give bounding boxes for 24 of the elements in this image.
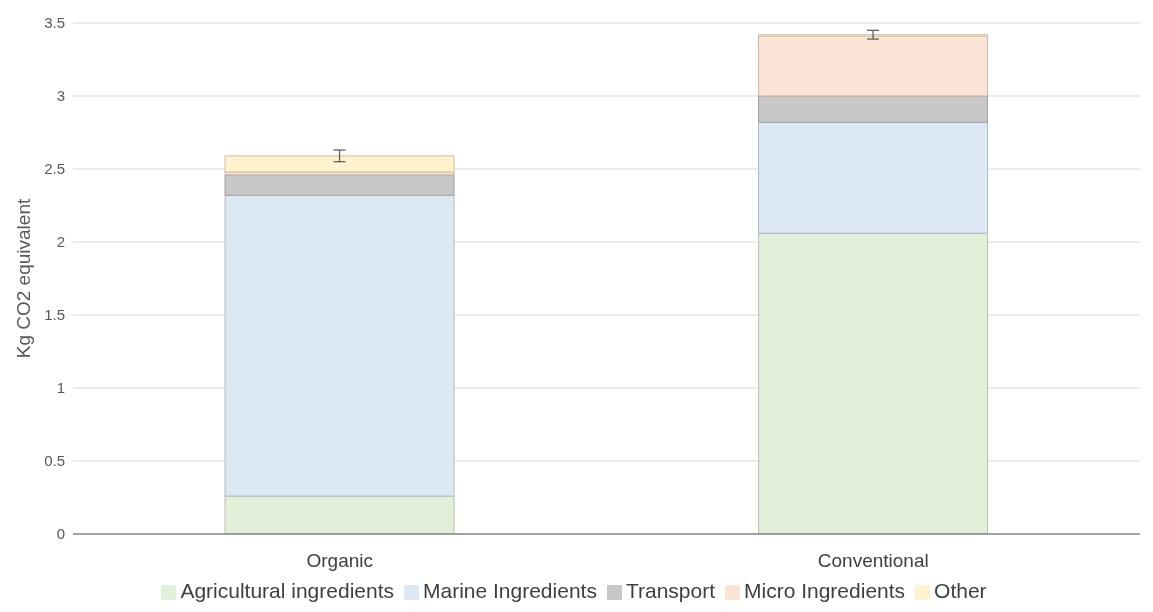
y-tick-label: 2 (56, 233, 65, 251)
y-tick-label: 0 (56, 525, 65, 543)
legend-label: Marine Ingredients (422, 579, 597, 602)
legend-label: Agricultural ingredients (180, 579, 394, 602)
legend-label: Transport (625, 579, 716, 602)
bar (224, 194, 455, 497)
y-tick-label: 0.5 (44, 452, 65, 470)
y-tick-label: 3 (56, 87, 65, 105)
x-tick-label: Organic (306, 550, 374, 572)
y-tick-label: 2.5 (44, 160, 65, 178)
legend-label: Micro Ingredients (744, 579, 906, 602)
y-tick-label: 1.5 (44, 306, 65, 324)
bar (758, 95, 989, 123)
y-tick-label: 3.5 (44, 14, 65, 32)
bar (224, 495, 455, 534)
bar (224, 155, 455, 173)
bar (758, 121, 989, 234)
y-axis-title: Kg CO2 equivalent (12, 198, 34, 359)
bar (758, 232, 989, 534)
legend-label: Other (934, 579, 987, 602)
y-tick-label: 1 (56, 379, 65, 397)
x-tick-label: Conventional (817, 550, 929, 572)
bar (224, 174, 455, 196)
bar (758, 35, 989, 97)
